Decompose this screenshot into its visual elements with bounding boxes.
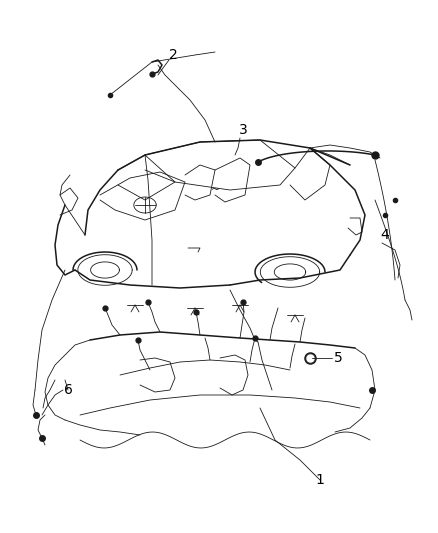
Text: 5: 5 — [334, 351, 343, 365]
Text: ~: ~ — [210, 185, 219, 195]
Text: 2: 2 — [169, 48, 177, 62]
Text: 6: 6 — [64, 383, 72, 397]
Text: 4: 4 — [381, 228, 389, 242]
Text: 3: 3 — [239, 123, 247, 137]
Text: 1: 1 — [315, 473, 325, 487]
